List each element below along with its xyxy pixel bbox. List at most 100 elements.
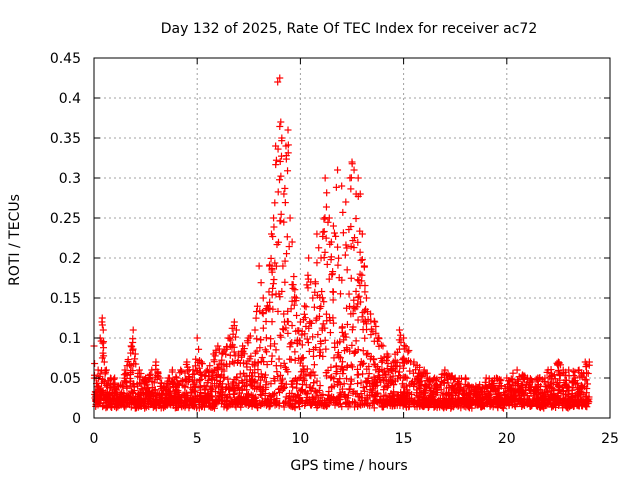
data-point-fill [291, 348, 299, 356]
y-tick-label: 0.05 [50, 371, 81, 387]
data-point-fill [172, 373, 180, 381]
data-point-fill [208, 374, 216, 382]
x-tick-label: 20 [498, 431, 516, 447]
data-point-fill [232, 333, 240, 341]
data-point-fill [277, 172, 285, 180]
data-point-fill [361, 282, 369, 290]
data-point-fill [204, 389, 212, 397]
data-point-fill [142, 379, 150, 387]
x-tick-label: 5 [193, 431, 202, 447]
data-point-fill [185, 373, 193, 381]
data-point [462, 374, 470, 382]
data-point [129, 326, 137, 334]
data-point-fill [129, 346, 137, 354]
data-point-fill [400, 342, 408, 350]
data-point-fill [270, 223, 278, 231]
data-point-fill [220, 367, 228, 375]
data-point-fill [184, 367, 192, 375]
data-point-fill [201, 397, 209, 405]
data-point-fill [343, 362, 351, 370]
data-point-fill [196, 368, 204, 376]
data-point-fill [293, 311, 301, 319]
data-point-fill [284, 318, 292, 326]
data-point [350, 166, 358, 174]
data-point-fill [287, 356, 295, 364]
data-point-fill [107, 383, 115, 391]
data-point-fill [310, 361, 318, 369]
data-point [513, 366, 521, 374]
data-point-fill [123, 396, 131, 404]
data-point-fill [262, 318, 270, 326]
data-point-fill [111, 381, 119, 389]
data-point-fill [145, 371, 153, 379]
data-point-fill [229, 358, 237, 366]
data-point-fill [259, 324, 267, 332]
data-point-fill [320, 215, 328, 223]
data-point-fill [347, 380, 355, 388]
data-point-fill [254, 366, 262, 374]
data-point-fill [123, 371, 131, 379]
data-point-fill [224, 375, 232, 383]
data-point-fill [100, 344, 108, 352]
data-point-fill [100, 352, 108, 360]
data-point-fill [332, 232, 340, 240]
data-point-fill [280, 218, 288, 226]
data-point-fill [350, 304, 358, 312]
data-point [99, 326, 107, 334]
data-point-fill [146, 370, 154, 378]
data-point-fill [219, 397, 227, 405]
y-tick-label: 0.35 [50, 131, 81, 147]
data-point-fill [136, 396, 144, 404]
data-point-fill [177, 399, 185, 407]
data-point-fill [123, 362, 131, 370]
data-point-fill [276, 217, 284, 225]
data-point [362, 294, 370, 302]
data-point-fill [354, 380, 362, 388]
data-point-fill [111, 388, 119, 396]
data-point [334, 166, 342, 174]
data-point-fill [281, 184, 289, 192]
data-point-fill [342, 241, 350, 249]
data-point-fill [197, 375, 205, 383]
data-point-fill [339, 229, 347, 237]
data-point [286, 214, 294, 222]
data-point-fill [336, 290, 344, 298]
data-point [259, 294, 267, 302]
data-point-fill [122, 396, 130, 404]
data-point-fill [329, 296, 337, 304]
x-axis-label: GPS time / hours [290, 458, 407, 474]
data-point [98, 314, 106, 322]
data-point-fill [210, 404, 218, 412]
data-point-fill [277, 333, 285, 341]
data-point-fill [272, 346, 280, 354]
data-point-fill [356, 248, 364, 256]
y-tick-label: 0 [72, 411, 81, 427]
data-point-fill [253, 308, 261, 316]
data-point-fill [322, 310, 330, 318]
data-point-fill [158, 391, 166, 399]
data-point-fill [211, 401, 219, 409]
data-point-fill [101, 370, 109, 378]
data-point-fill [154, 370, 162, 378]
data-point-fill [300, 310, 308, 318]
data-point-fill [254, 359, 262, 367]
data-point-fill [137, 370, 145, 378]
data-point-fill [271, 199, 279, 207]
data-point-fill [257, 279, 265, 287]
y-tick-label: 0.1 [59, 331, 81, 347]
data-point-fill [267, 335, 275, 343]
y-tick-label: 0.15 [50, 291, 81, 307]
data-point-fill [326, 329, 334, 337]
data-point-fill [122, 378, 130, 386]
data-point-fill [206, 362, 214, 370]
data-point-fill [99, 339, 107, 347]
data-point [371, 318, 379, 326]
data-point-fill [352, 215, 360, 223]
data-point [354, 174, 362, 182]
data-point-fill [267, 254, 275, 262]
data-point-fill [270, 276, 278, 284]
data-point-fill [174, 404, 182, 412]
data-point-fill [304, 339, 312, 347]
data-point-fill [174, 387, 182, 395]
